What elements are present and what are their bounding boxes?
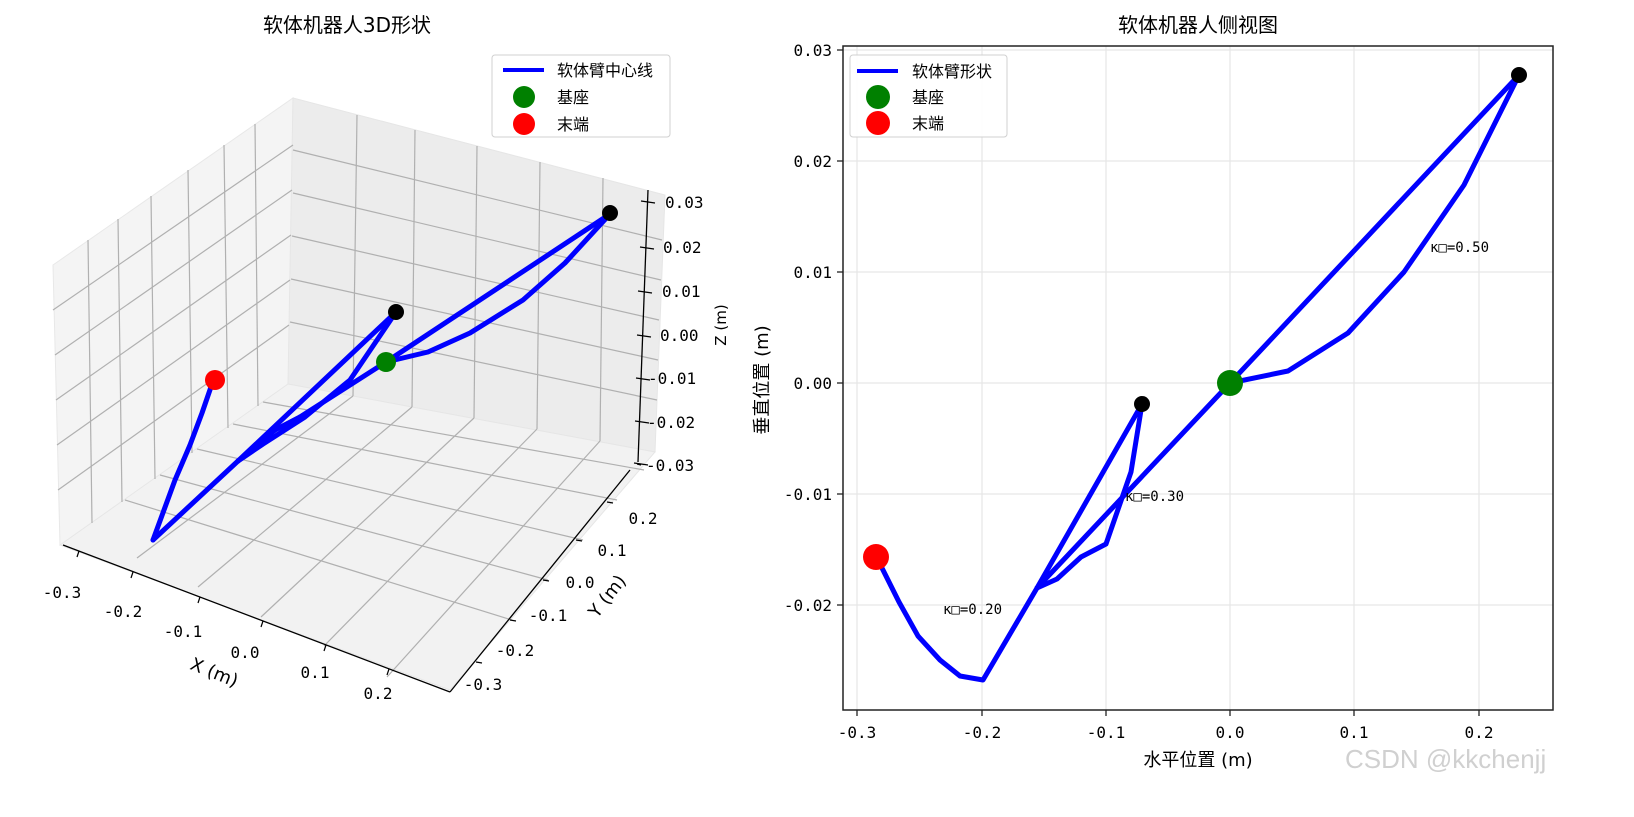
plot-side-view: 软体机器人侧视图 κ□=	[752, 13, 1554, 771]
x-tick-label: -0.1	[164, 622, 203, 641]
z-tick-label: -0.03	[646, 456, 694, 475]
y-tick-label: 0.00	[793, 374, 832, 393]
z-tick-label: 0.02	[663, 238, 702, 257]
x-tick-label: 0.1	[1340, 723, 1369, 742]
z-axis-label-3d: Z (m)	[712, 304, 730, 345]
joint-marker-3d	[388, 304, 404, 320]
red-marker-icon	[513, 113, 535, 135]
x-axis-label-side: 水平位置 (m)	[1143, 750, 1252, 771]
legend-side-label: 末端	[912, 114, 944, 133]
x-tick-label: -0.2	[963, 723, 1002, 742]
y-axis-label-side: 垂直位置 (m)	[752, 325, 773, 434]
plot-3d: 软体机器人3D形状	[43, 13, 730, 703]
x-tick-label: -0.1	[1087, 723, 1126, 742]
y-tick-label: 0.03	[793, 41, 832, 60]
y-tick-label: -0.3	[464, 675, 503, 694]
z-tick-label: 0.00	[660, 326, 699, 345]
y-tick-label: -0.02	[784, 596, 832, 615]
x-tick-label: -0.3	[838, 723, 877, 742]
y-tick-label: -0.2	[496, 641, 535, 660]
legend-3d-label: 软体臂中心线	[557, 61, 653, 80]
y-tick-label: -0.1	[529, 606, 568, 625]
base-marker-side	[1217, 370, 1243, 396]
z-tick-label: -0.01	[648, 369, 696, 388]
arm-shape-side	[873, 72, 1522, 683]
centerline-3d	[150, 211, 613, 543]
joint-marker-side	[1134, 396, 1150, 412]
tip-marker-3d	[205, 370, 225, 390]
joint-marker-side	[1511, 67, 1527, 83]
legend-3d-label: 基座	[557, 88, 589, 107]
y-tick-label: 0.01	[793, 263, 832, 282]
y-tick-label: 0.1	[598, 541, 627, 560]
y-ticks-3d	[475, 463, 642, 664]
y-tick-label: 0.0	[566, 573, 595, 592]
tip-marker-side	[863, 544, 889, 570]
y-tick-label: -0.01	[784, 485, 832, 504]
green-marker-icon	[866, 85, 890, 109]
y-ticks-side	[837, 49, 843, 606]
red-marker-icon	[866, 111, 890, 135]
x-axis-3d	[62, 544, 451, 693]
legend-side: 软体臂形状 基座 末端	[849, 54, 1008, 138]
x-tick-label: 0.0	[231, 643, 260, 662]
axes-frame-side	[842, 45, 1554, 711]
x-tick-label: 0.1	[301, 663, 330, 682]
z-ticks-3d	[633, 200, 656, 466]
joint-marker-3d	[602, 205, 618, 221]
watermark: CSDN @kkchenjj	[1345, 744, 1546, 774]
y-axis-3d	[449, 469, 631, 693]
x-tick-label: 0.2	[364, 684, 393, 703]
legend-3d-label: 末端	[557, 115, 589, 134]
legend-side-frame	[849, 54, 1008, 138]
legend-side-label: 软体臂形状	[912, 62, 992, 81]
grid-3d	[52, 114, 663, 678]
x-ticks-side	[856, 710, 1480, 716]
legend-side-label: 基座	[912, 88, 944, 107]
curvature-annotation: κ□=0.30	[1125, 489, 1184, 505]
z-tick-label: -0.02	[647, 413, 695, 432]
plot-side-title: 软体机器人侧视图	[1118, 13, 1278, 37]
z-tick-label: 0.03	[665, 193, 704, 212]
x-tick-label: 0.2	[1465, 723, 1494, 742]
plot-3d-title: 软体机器人3D形状	[263, 13, 431, 37]
curvature-annotation: κ□=0.20	[943, 602, 1002, 618]
z-tick-label: 0.01	[662, 282, 701, 301]
y-tick-label: 0.2	[629, 509, 658, 528]
green-marker-icon	[513, 86, 535, 108]
x-tick-label: 0.0	[1216, 723, 1245, 742]
x-ticks-3d	[76, 550, 390, 676]
base-marker-3d	[376, 352, 396, 372]
legend-3d: 软体臂中心线 基座 末端	[491, 54, 671, 138]
x-tick-label: -0.2	[104, 602, 143, 621]
x-tick-label: -0.3	[43, 583, 82, 602]
z-axis-3d	[637, 189, 649, 463]
y-tick-label: 0.02	[793, 152, 832, 171]
legend-3d-frame	[491, 54, 671, 138]
curvature-annotation: κ□=0.50	[1430, 240, 1489, 256]
